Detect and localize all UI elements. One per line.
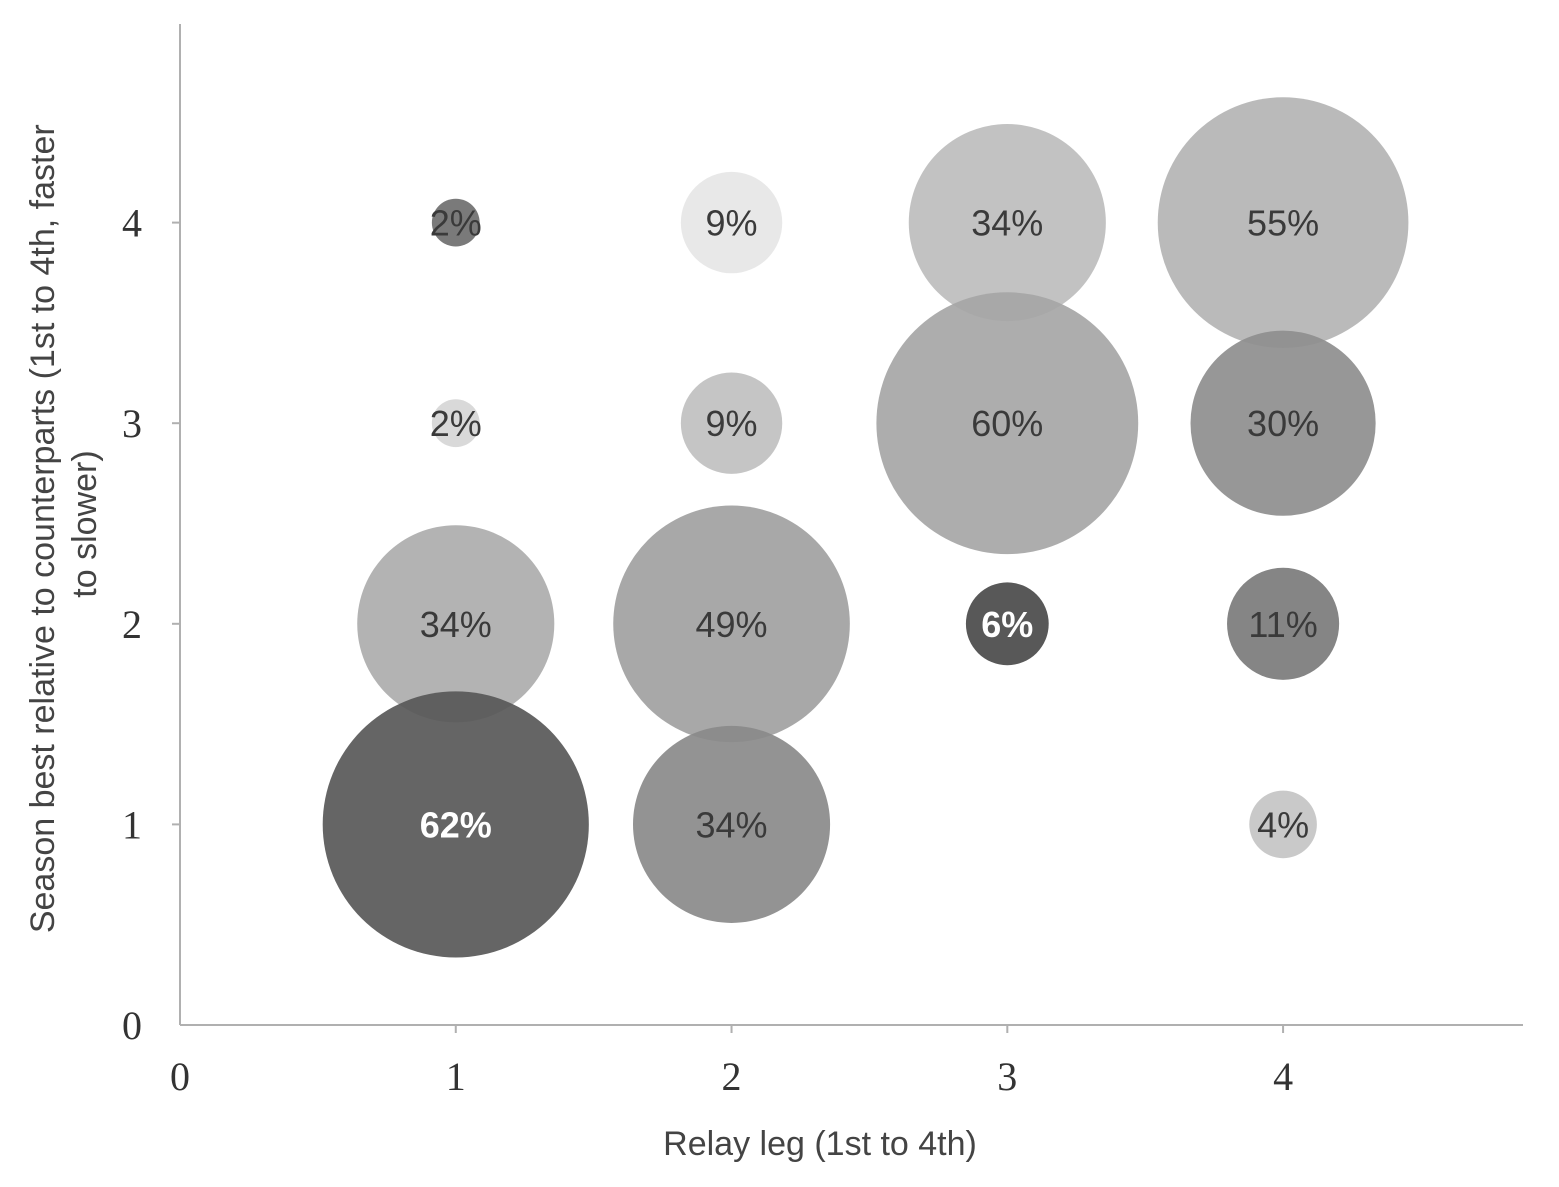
bubble-label: 55% xyxy=(1247,203,1319,244)
bubble xyxy=(613,505,850,743)
x-tick-label: 2 xyxy=(722,1054,742,1099)
bubble xyxy=(680,372,783,474)
bubble-label: 2% xyxy=(430,203,482,244)
x-tick-label: 3 xyxy=(997,1054,1017,1099)
bubble xyxy=(1157,97,1409,348)
bubble xyxy=(876,292,1139,555)
bubble-label: 34% xyxy=(420,604,492,645)
bubble-label: 9% xyxy=(706,203,758,244)
bubble-label: 34% xyxy=(971,203,1043,244)
bubble-label: 9% xyxy=(706,403,758,444)
y-axis-title: Season best relative to counterparts (1s… xyxy=(24,115,104,933)
bubble-label: 2% xyxy=(430,403,482,444)
axes xyxy=(179,24,1523,1026)
y-tick-label: 4 xyxy=(122,201,142,246)
bubble xyxy=(908,124,1106,322)
bubble-label: 62% xyxy=(420,804,492,845)
x-tick-label: 4 xyxy=(1273,1054,1293,1099)
bubble-label: 49% xyxy=(696,604,768,645)
bubble-label: 60% xyxy=(971,403,1043,444)
bubble xyxy=(322,691,589,958)
bubble-label: 11% xyxy=(1248,604,1317,645)
bubble-layer xyxy=(322,97,1409,958)
ticks: 0 1 2 3 4 0 1 2 3 4 xyxy=(122,201,1293,1099)
y-tick-label: 2 xyxy=(122,602,142,647)
bubble xyxy=(431,399,480,448)
y-tick-label: 1 xyxy=(122,802,142,847)
x-tick-label: 1 xyxy=(446,1054,466,1099)
bubble xyxy=(431,198,480,247)
bubble-label: 34% xyxy=(696,804,768,845)
bubble-labels: 2% 9% 34% 55% 2% 9% 60% 30% 34% 49% 6% 11% 62% 34% 4% xyxy=(420,203,1319,846)
bubble-label: 30% xyxy=(1247,403,1319,444)
bubble xyxy=(632,725,831,923)
bubble-label: 4% xyxy=(1257,804,1309,845)
bubble-label: 6% xyxy=(981,604,1033,645)
y-axis-title-line-1: Season best relative to counterparts (1s… xyxy=(24,124,62,933)
bubble xyxy=(1227,567,1340,680)
bubble xyxy=(965,582,1049,666)
bubble xyxy=(357,525,555,723)
bubble xyxy=(1249,790,1317,859)
y-axis-title-line-2: to slower) xyxy=(66,450,104,597)
y-tick-label: 3 xyxy=(122,401,142,446)
bubble xyxy=(1190,330,1376,516)
x-axis-title: Relay leg (1st to 4th) xyxy=(663,1125,977,1163)
bubble xyxy=(680,171,783,274)
y-tick-label: 0 xyxy=(122,1003,142,1048)
x-tick-label: 0 xyxy=(170,1054,190,1099)
